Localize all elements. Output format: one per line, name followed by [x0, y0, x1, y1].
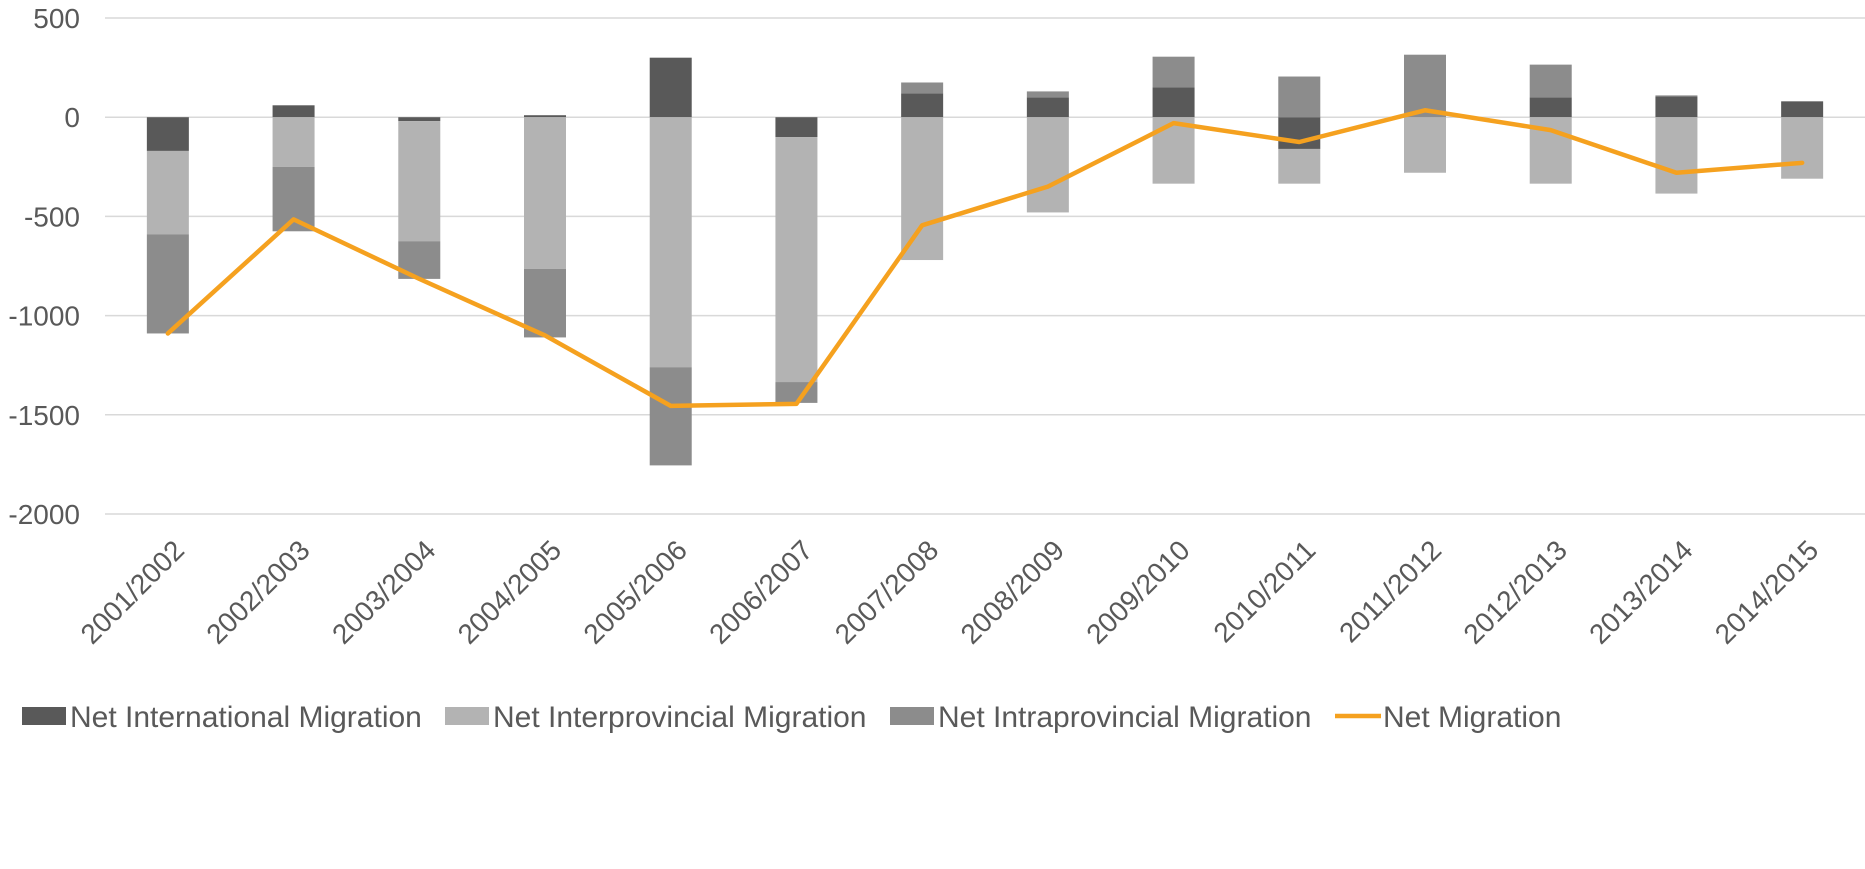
- legend: Net International Migration Net Interprov…: [22, 701, 1561, 734]
- bar-segment: [1404, 54, 1446, 118]
- x-tick-label: 2010/2011: [1207, 534, 1321, 648]
- x-tick-label: 2001/2002: [75, 534, 191, 650]
- legend-label: Net Intraprovincial Migration: [938, 701, 1312, 734]
- x-tick-label: 2009/2010: [1080, 534, 1196, 650]
- gridlines: [105, 17, 1865, 515]
- bar-segment: [901, 93, 944, 118]
- net-migration-line: [165, 108, 1805, 409]
- bar-segment: [1026, 97, 1069, 118]
- x-axis: 2001/2002 2002/2003 2003/2004 2004/2005 2005…: [75, 534, 1825, 650]
- x-tick-label: 2013/2014: [1583, 534, 1699, 650]
- bar-segment: [775, 137, 818, 383]
- x-tick-label: 2004/2005: [452, 534, 568, 650]
- legend-label: Net Migration: [1383, 701, 1561, 734]
- net-migration-line-group: [165, 108, 1805, 409]
- bar-segment: [649, 117, 692, 368]
- bar-segment: [1781, 101, 1824, 118]
- bar-segment: [901, 117, 944, 261]
- legend-label: Net International Migration: [70, 701, 422, 734]
- bar-segment: [1781, 117, 1824, 179]
- bar-segment: [1152, 56, 1195, 88]
- bar-segment: [146, 117, 189, 151]
- x-tick-label: 2011/2012: [1333, 534, 1447, 648]
- y-tick-label: -1000: [8, 301, 80, 332]
- bar-segment: [1404, 117, 1446, 173]
- bar-segment: [272, 105, 315, 118]
- legend-label: Net Interprovincial Migration: [493, 701, 867, 734]
- bar-segment: [1278, 148, 1321, 184]
- x-tick-label: 2008/2009: [955, 534, 1071, 650]
- bar-segment: [524, 268, 566, 338]
- x-tick-label: 2012/2013: [1457, 534, 1573, 650]
- y-axis: 500 0 -500 -1000 -1500 -2000: [8, 3, 80, 530]
- y-tick-label: -500: [24, 201, 80, 232]
- bar-segment: [524, 117, 566, 269]
- x-tick-label: 2014/2015: [1709, 534, 1825, 650]
- bar-segment: [146, 150, 189, 235]
- bars: [146, 54, 1824, 466]
- bar-segment: [1529, 64, 1572, 98]
- bar-segment: [1026, 117, 1069, 213]
- bar-segment: [272, 117, 315, 167]
- x-tick-label: 2005/2006: [577, 534, 693, 650]
- legend-swatch: [22, 707, 66, 725]
- legend-swatch: [445, 707, 489, 725]
- bar-segment: [398, 117, 441, 122]
- x-tick-label: 2006/2007: [703, 534, 819, 650]
- bar-segment: [1529, 97, 1572, 118]
- y-tick-label: -2000: [8, 499, 80, 530]
- bar-segment: [1026, 91, 1069, 98]
- legend-swatch: [890, 707, 934, 725]
- x-tick-label: 2002/2003: [200, 534, 316, 650]
- bar-segment: [775, 117, 818, 138]
- bar-segment: [649, 57, 692, 118]
- x-tick-label: 2007/2008: [829, 534, 945, 650]
- bar-segment: [1278, 76, 1321, 118]
- bar-segment: [1655, 95, 1698, 97]
- bar-segment: [1152, 87, 1195, 118]
- bar-segment: [1655, 96, 1698, 118]
- bar-segment: [1655, 117, 1698, 194]
- y-tick-label: -1500: [8, 400, 80, 431]
- bar-segment: [398, 121, 441, 242]
- x-tick-label: 2003/2004: [326, 534, 442, 650]
- y-tick-label: 500: [33, 3, 80, 34]
- bar-segment: [146, 234, 189, 334]
- y-tick-label: 0: [64, 102, 80, 133]
- bar-segment: [524, 115, 566, 118]
- bar-segment: [901, 82, 944, 94]
- bar-segment: [649, 367, 692, 466]
